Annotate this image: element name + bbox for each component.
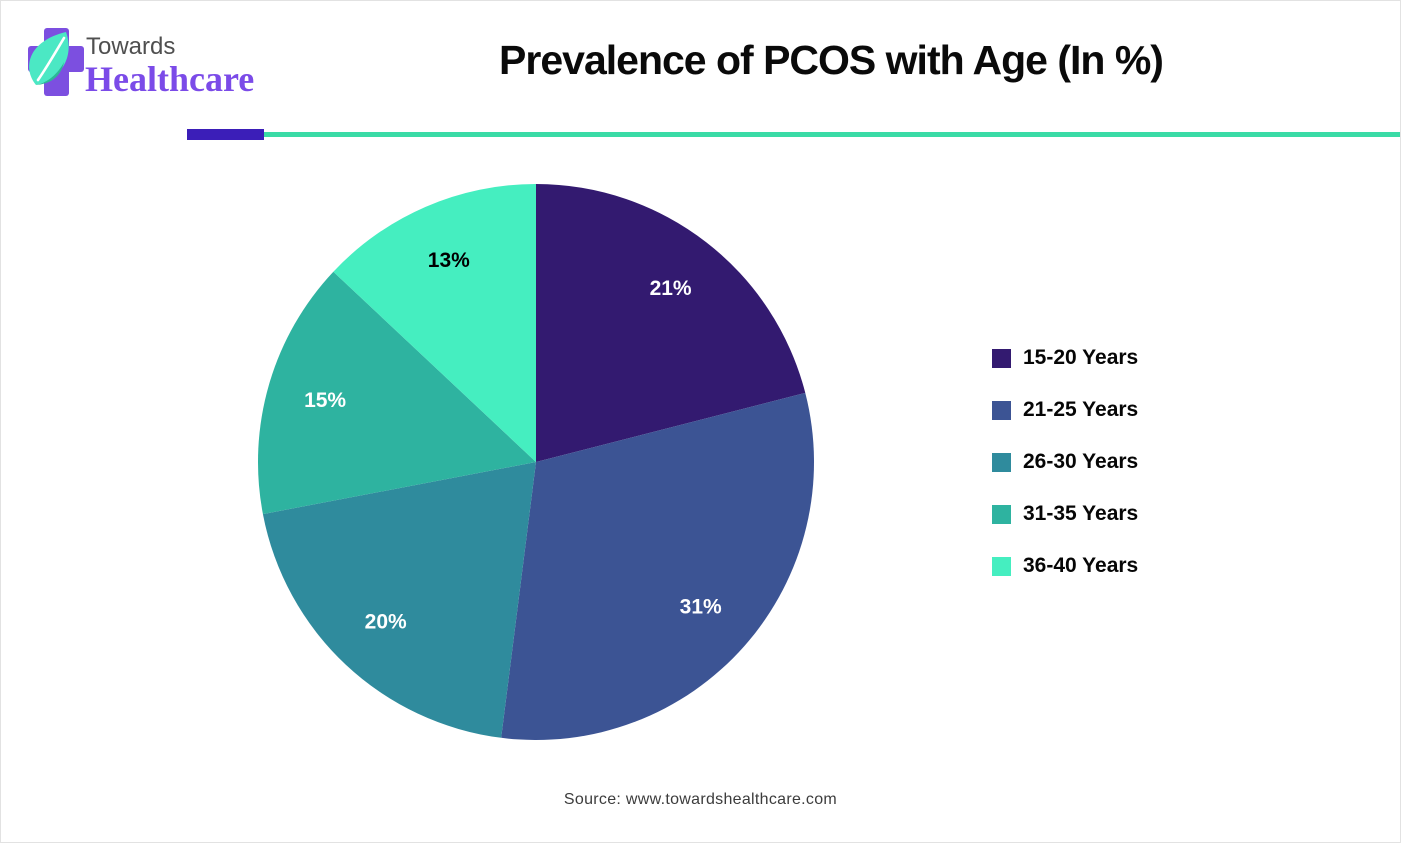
legend-label: 26-30 Years bbox=[1023, 450, 1139, 473]
pie-slice-36-40-years bbox=[333, 184, 536, 462]
pie-slice-label: 20% bbox=[365, 611, 407, 634]
legend-label: 31-35 Years bbox=[1023, 502, 1139, 525]
logo-text-healthcare: Healthcare bbox=[85, 59, 254, 99]
pie-slice-21-25-years bbox=[501, 392, 815, 741]
pie-slice-31-35-years bbox=[257, 271, 536, 515]
pie-slice-label: 15% bbox=[304, 389, 346, 412]
logo-cross-leaf-icon: Towards Healthcare bbox=[28, 28, 254, 99]
legend-item-26-30-years: 26-30 Years bbox=[992, 436, 1138, 488]
legend-label: 21-25 Years bbox=[1023, 398, 1139, 421]
legend-swatch bbox=[992, 348, 1011, 368]
legend-item-36-40-years: 36-40 Years bbox=[992, 540, 1138, 592]
chart-legend: 15-20 Years 21-25 Years 26-30 Years 31-35 Y… bbox=[992, 332, 1138, 592]
pie-slice-label: 21% bbox=[650, 277, 692, 300]
legend-swatch bbox=[992, 400, 1011, 420]
legend-label: 15-20 Years bbox=[1023, 346, 1139, 369]
pie-slice-label: 31% bbox=[680, 596, 722, 619]
legend-item-31-35-years: 31-35 Years bbox=[992, 488, 1138, 540]
pie-chart: 21% 31% 20% 15% 13% bbox=[257, 184, 815, 741]
pie-slice-label: 13% bbox=[428, 249, 470, 272]
pie-slice-26-30-years bbox=[262, 462, 536, 738]
legend-item-15-20-years: 15-20 Years bbox=[992, 332, 1138, 384]
towards-healthcare-logo: Towards Healthcare bbox=[21, 25, 291, 105]
divider-line bbox=[264, 132, 1400, 137]
source-text: Source: www.towardshealthcare.com bbox=[563, 791, 838, 808]
pie-slice-15-20-years bbox=[536, 184, 806, 462]
chart-title: Prevalence of PCOS with Age (In %) bbox=[499, 37, 1164, 83]
legend-swatch bbox=[992, 452, 1011, 472]
legend-item-21-25-years: 21-25 Years bbox=[992, 384, 1138, 436]
logo-text-towards: Towards bbox=[86, 33, 175, 60]
legend-swatch bbox=[992, 504, 1011, 524]
legend-label: 36-40 Years bbox=[1023, 554, 1139, 577]
legend-swatch bbox=[992, 556, 1011, 576]
divider-accent-bar bbox=[187, 129, 264, 140]
